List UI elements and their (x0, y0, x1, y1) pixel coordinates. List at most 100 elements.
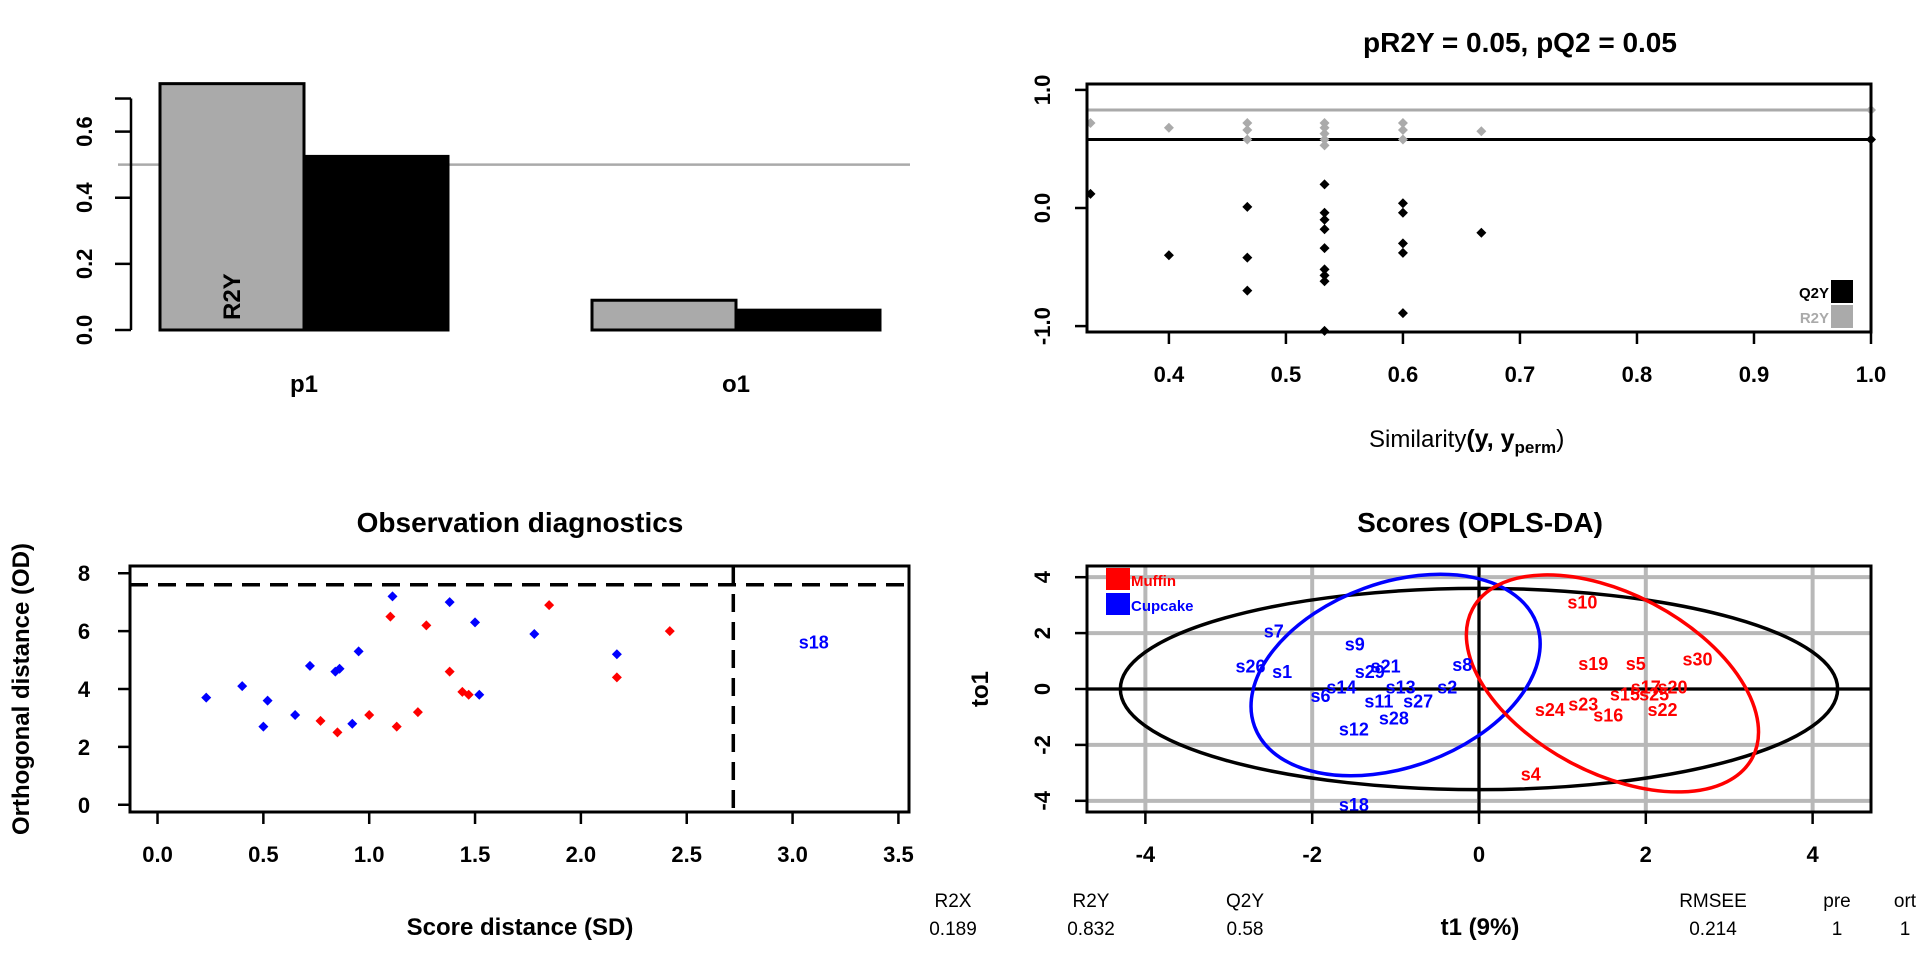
diagnostics-plot-frame (128, 564, 911, 814)
y-tick-label: 8 (78, 561, 90, 586)
x-tick-label: 1.0 (1856, 362, 1887, 387)
model-overview-panel: R2Y Q2Y 0.0 0.2 0.4 0.6 p1 o1 (72, 82, 910, 398)
legend-label-r2y: R2Y (1800, 310, 1829, 327)
y-tick-label: -1.0 (1030, 307, 1055, 345)
q2y-point (1242, 285, 1253, 296)
r2y-point (1242, 125, 1253, 136)
score-label-s5: s5 (1626, 654, 1646, 674)
summary-value-r2y: 0.832 (1067, 919, 1115, 940)
r2y-point (1319, 128, 1330, 139)
permutation-xlabel-main: Similarity (1369, 426, 1466, 453)
y-tick-label: 0 (78, 793, 90, 818)
diagnostics-ylabel: Orthogonal distance (OD) (8, 543, 35, 835)
x-tick-label: 3.5 (883, 842, 914, 867)
observation-diagnostics-panel: Observation diagnostics s18 0.0 0.5 1.0 1.5… (8, 507, 914, 941)
muffin-point (611, 672, 622, 683)
y-tick-label: 0 (1030, 683, 1055, 695)
y-tick-label: 0.0 (1030, 193, 1055, 224)
legend-label-cupcake: Cupcake (1131, 598, 1194, 615)
x-tick-label: 0.5 (1271, 362, 1302, 387)
x-tick-label: 2 (1640, 842, 1652, 867)
category-label-p1: p1 (290, 371, 318, 398)
permutation-xlabel-args: (y, y (1466, 425, 1514, 453)
muffin-point (421, 620, 432, 631)
r2y-point (1163, 122, 1174, 133)
q2y-point (1319, 243, 1330, 254)
cupcake-point (201, 692, 212, 703)
summary-header-r2y: R2Y (1073, 891, 1110, 912)
category-label-o1: o1 (722, 371, 750, 398)
summary-value-ort: 1 (1900, 919, 1911, 940)
y-tick-label: 0.4 (72, 182, 97, 213)
score-label-s16: s16 (1593, 706, 1623, 726)
x-tick-label: 0.6 (1388, 362, 1419, 387)
r2y-point (1397, 134, 1408, 145)
muffin-point (444, 666, 455, 677)
x-tick-label: 0.7 (1505, 362, 1536, 387)
diagnostics-title: Observation diagnostics (357, 507, 684, 538)
summary-header-pre: pre (1823, 891, 1850, 912)
score-label-s25: s25 (1639, 685, 1669, 705)
legend-swatch-r2y (1831, 305, 1853, 328)
summary-value-rmsee: 0.214 (1689, 919, 1737, 940)
legend-swatch-muffin (1106, 568, 1130, 590)
q2y-point (1397, 198, 1408, 209)
cupcake-point (387, 591, 398, 602)
r2y-point (1242, 134, 1253, 145)
muffin-point (364, 710, 375, 721)
y-tick-label: 2 (78, 735, 90, 760)
y-tick-label: 0.6 (72, 116, 97, 147)
cupcake-point (529, 629, 540, 640)
score-label-s13: s13 (1386, 678, 1416, 698)
scores-title: Scores (OPLS-DA) (1357, 507, 1603, 538)
summary-header-r2x: R2X (935, 891, 972, 912)
x-tick-label: 3.0 (777, 842, 808, 867)
permutation-plot-frame (1085, 82, 1873, 334)
q2y-point (1319, 179, 1330, 190)
cupcake-point (444, 597, 455, 608)
r2y-point (1319, 134, 1330, 145)
permutation-xlabel: Similarity(y, yperm) (1369, 425, 1564, 457)
y-tick-label: -2 (1030, 735, 1055, 755)
muffin-point (664, 626, 675, 637)
cupcake-point (258, 721, 269, 732)
y-tick-label: 0.0 (72, 315, 97, 346)
q2y-point (1397, 238, 1408, 249)
summary-value-pre: 1 (1832, 919, 1843, 940)
x-tick-label: -2 (1302, 842, 1322, 867)
score-label-s29: s29 (1355, 662, 1385, 682)
cupcake-point (353, 646, 364, 657)
permutation-panel: pR2Y = 0.05, pQ2 = 0.05 0.4 0.5 0.6 0.7 0.8 0… (1030, 27, 1886, 457)
muffin-point (544, 600, 555, 611)
r2y-point (1319, 122, 1330, 133)
muffin-point (463, 689, 474, 700)
score-label-s27: s27 (1403, 692, 1433, 712)
score-label-s19: s19 (1578, 654, 1608, 674)
diagnostics-xlabel: Score distance (SD) (407, 914, 634, 941)
score-label-s18: s18 (1339, 795, 1369, 815)
x-tick-label: 0.4 (1154, 362, 1185, 387)
r2y-point (1319, 140, 1330, 151)
legend-label-muffin: Muffin (1131, 573, 1176, 590)
muffin-point (332, 727, 343, 738)
q2y-point (1319, 207, 1330, 218)
q2y-point (1319, 264, 1330, 275)
score-label-s17: s17 (1631, 678, 1661, 698)
cupcake-point (262, 695, 273, 706)
muffin-point (391, 721, 402, 732)
outlier-label-s18: s18 (799, 633, 829, 653)
x-tick-label: 2.5 (671, 842, 702, 867)
x-tick-label: 0.5 (248, 842, 279, 867)
q2y-point (1319, 214, 1330, 225)
q2y-point (1242, 252, 1253, 263)
legend-swatch-q2y (1831, 280, 1853, 303)
summary-value-q2y: 0.58 (1227, 919, 1264, 940)
r2y-point (1242, 117, 1253, 128)
muffin-point (315, 715, 326, 726)
q2y-point (1397, 207, 1408, 218)
permutation-title: pR2Y = 0.05, pQ2 = 0.05 (1363, 27, 1677, 58)
y-tick-label: 1.0 (1030, 75, 1055, 106)
scores-xlabel: t1 (9%) (1441, 914, 1520, 941)
model-summary-table: R2X 0.189 R2Y 0.832 Q2Y 0.58 RMSEE 0.214 pre 1 ort… (929, 891, 1917, 940)
